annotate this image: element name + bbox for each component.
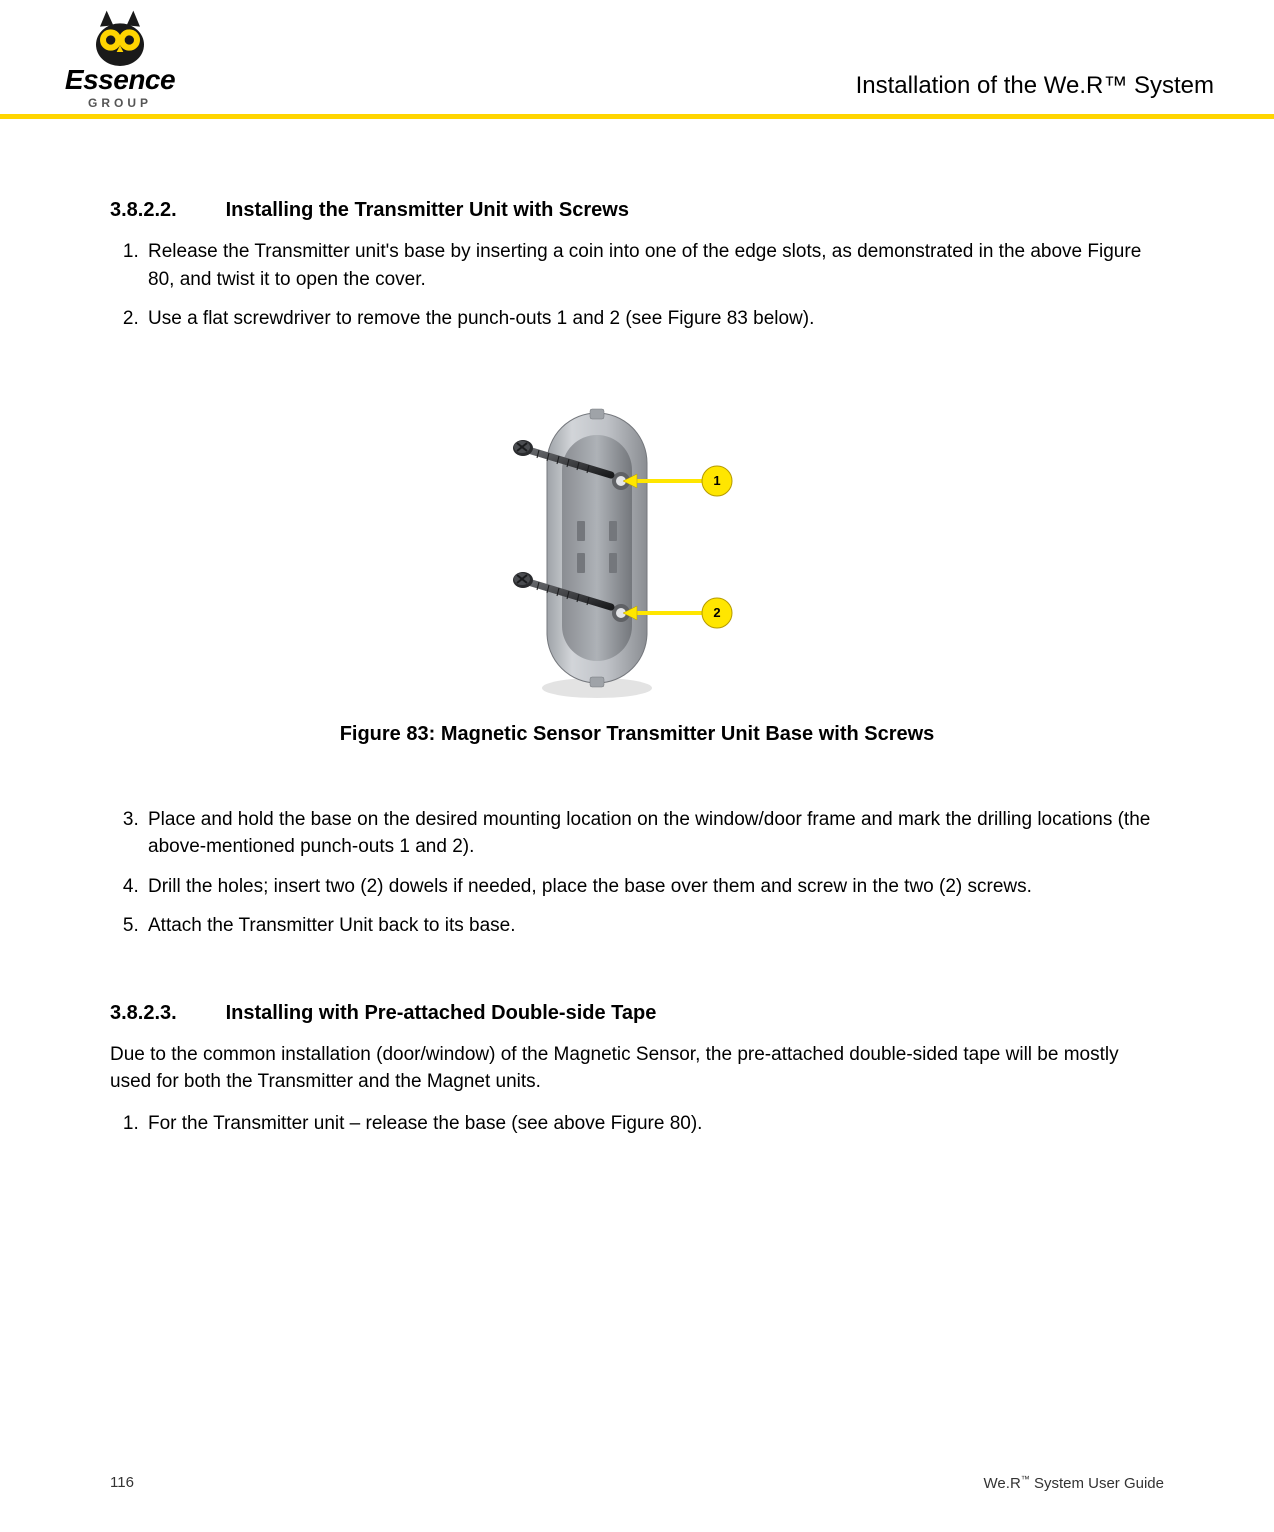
logo-main-text: Essence — [65, 64, 175, 96]
section-intro: Due to the common installation (door/win… — [110, 1041, 1164, 1096]
step-item: For the Transmitter unit – release the b… — [144, 1110, 1164, 1138]
figure-caption: Figure 83: Magnetic Sensor Transmitter U… — [110, 723, 1164, 746]
section-heading-1: 3.8.2.2. Installing the Transmitter Unit… — [110, 199, 1164, 222]
svg-text:1: 1 — [713, 473, 720, 488]
step-item: Place and hold the base on the desired m… — [144, 806, 1164, 861]
step-item: Attach the Transmitter Unit back to its … — [144, 912, 1164, 940]
step-item: Drill the holes; insert two (2) dowels i… — [144, 873, 1164, 901]
svg-text:2: 2 — [713, 605, 720, 620]
main-content: 3.8.2.2. Installing the Transmitter Unit… — [40, 119, 1234, 1137]
guide-label: We.R™ System User Guide — [984, 1474, 1164, 1492]
section-number: 3.8.2.3. — [110, 1002, 220, 1025]
page-footer: 116 We.R™ System User Guide — [110, 1474, 1164, 1492]
section-number: 3.8.2.2. — [110, 199, 220, 222]
document-title: Installation of the We.R™ System — [856, 72, 1234, 110]
section-heading-2: 3.8.2.3. Installing with Pre-attached Do… — [110, 1002, 1164, 1025]
logo-block: Essence GROUP — [40, 8, 200, 110]
page-number: 116 — [110, 1474, 134, 1492]
page-header: Essence GROUP Installation of the We.R™ … — [40, 0, 1234, 114]
steps-list-1a: Release the Transmitter unit's base by i… — [110, 238, 1164, 333]
step-item: Use a flat screwdriver to remove the pun… — [144, 305, 1164, 333]
section-title: Installing the Transmitter Unit with Scr… — [226, 199, 629, 221]
section-title: Installing with Pre-attached Double-side… — [226, 1002, 657, 1024]
steps-list-1b: Place and hold the base on the desired m… — [110, 806, 1164, 940]
page: Essence GROUP Installation of the We.R™ … — [0, 0, 1274, 1532]
logo-sub-text: GROUP — [88, 96, 152, 110]
owl-logo-icon — [85, 8, 155, 68]
steps-list-2: For the Transmitter unit – release the b… — [110, 1110, 1164, 1138]
step-item: Release the Transmitter unit's base by i… — [144, 238, 1164, 293]
figure-83: 1 2 Figure 83: Magnetic Sensor Transmitt… — [110, 393, 1164, 746]
transmitter-base-illustration: 1 2 — [477, 393, 797, 703]
